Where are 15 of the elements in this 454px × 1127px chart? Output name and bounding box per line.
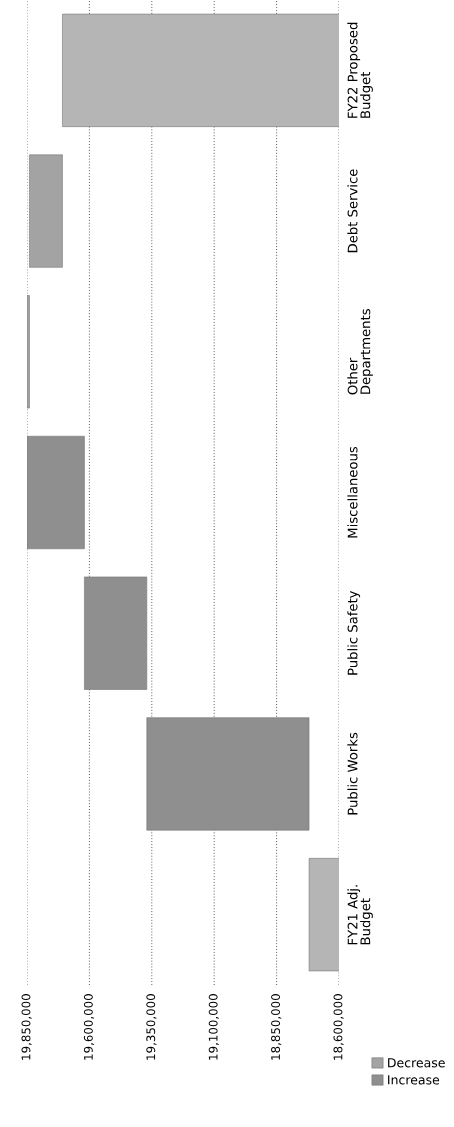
x-tick-label: 19,600,000 [83,994,95,1060]
y-tick-label: Debt Service [347,169,358,253]
legend-label: Increase [388,1075,440,1085]
y-tick-label: Miscellaneous [347,446,358,538]
y-tick-label: Public Works [347,732,358,815]
y-tick-label: Other Departments [347,309,373,395]
x-tick-label: 18,850,000 [271,994,282,1060]
legend-label: Decrease [388,1058,445,1068]
x-tick-label: 19,100,000 [208,994,219,1060]
x-tick-label: 19,850,000 [21,994,32,1060]
y-tick-label: Public Safety [347,590,361,675]
x-tick-label: 18,600,000 [333,994,344,1060]
y-tick-label: FY22 Proposed Budget [347,22,373,118]
x-tick-label: 19,350,000 [146,994,157,1060]
y-tick-label: FY21 Adj. Budget [347,885,373,945]
